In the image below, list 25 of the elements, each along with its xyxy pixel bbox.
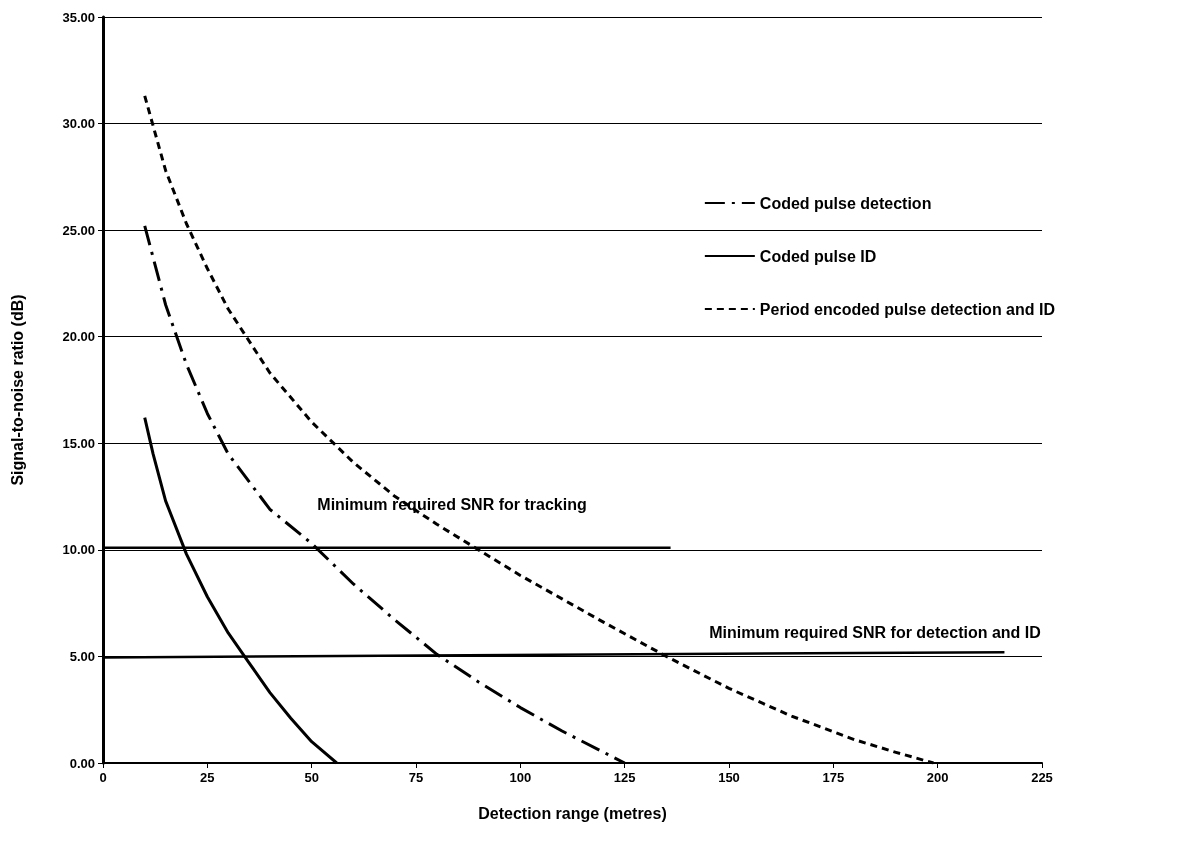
annotation: Minimum required SNR for detection and ID [709, 623, 1041, 641]
y-tick-label: 35.00 [62, 9, 95, 25]
y-tick-label: 30.00 [62, 116, 95, 132]
y-tick-label: 20.00 [62, 329, 95, 345]
y-tick-label: 15.00 [62, 435, 95, 451]
x-tick-label: 75 [408, 770, 424, 785]
x-tick-label: 125 [613, 770, 636, 785]
x-tick-label: 200 [926, 770, 949, 785]
x-tick-label: 0 [99, 770, 107, 785]
x-tick-label: 25 [200, 770, 215, 785]
legend-label: Coded pulse ID [759, 247, 877, 265]
y-tick-label: 25.00 [62, 222, 95, 238]
x-tick-label: 100 [509, 770, 532, 785]
x-tick-label: 175 [822, 770, 845, 785]
y-tick-label: 5.00 [69, 648, 95, 664]
annotation: Minimum required SNR for tracking [317, 495, 587, 513]
x-tick-label: 150 [718, 770, 740, 785]
y-tick-label: 0.00 [69, 755, 95, 771]
x-axis-title: Detection range (metres) [478, 804, 667, 822]
legend-label: Coded pulse detection [759, 194, 932, 212]
legend-label: Period encoded pulse detection and ID [759, 300, 1055, 318]
y-tick-label: 10.00 [62, 542, 95, 558]
x-tick-label: 50 [304, 770, 319, 785]
y-axis-title: Signal-to-noise ratio (dB) [8, 294, 26, 486]
x-tick-label: 225 [1031, 770, 1053, 785]
